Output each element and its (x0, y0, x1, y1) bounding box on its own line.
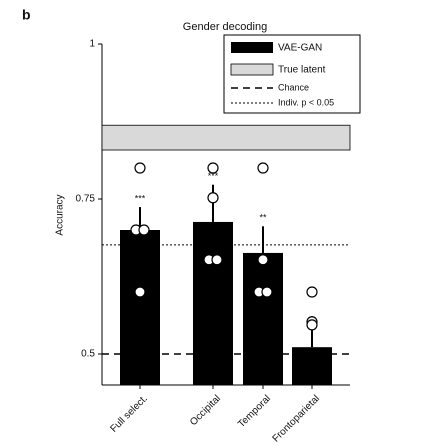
subject-point (306, 286, 318, 298)
x-tick-label: Frontoparietal (271, 393, 322, 444)
y-tick-label: 0.75 (76, 194, 96, 205)
legend-label: VAE-GAN (278, 43, 322, 54)
subject-point (257, 162, 269, 174)
x-tick-label: Full select. (108, 393, 150, 435)
bar (193, 221, 233, 385)
subject-point (257, 254, 269, 266)
significance: ** (259, 213, 267, 223)
y-tick-label: 1 (89, 39, 95, 50)
subject-point (134, 162, 146, 174)
legend-swatch (230, 63, 274, 76)
true-latent-band (101, 124, 351, 151)
significance: *** (208, 171, 219, 181)
y-axis-label: Accuracy (55, 194, 66, 235)
subject-point (261, 286, 273, 298)
subject-point (138, 224, 150, 236)
legend-label: Chance (278, 82, 309, 92)
legend-label: Indiv. p < 0.05 (278, 97, 334, 107)
subject-point (306, 319, 318, 331)
legend-label: True latent (278, 65, 326, 76)
bar (243, 252, 283, 385)
x-tick-label: Temporal (236, 393, 273, 430)
subject-point (207, 192, 219, 204)
subject-point (211, 254, 223, 266)
chart-title: Gender decoding (183, 21, 267, 33)
y-tick-label: 0.5 (81, 349, 95, 360)
bar (120, 230, 160, 385)
subject-point (207, 162, 219, 174)
significance: *** (135, 193, 146, 203)
subject-point (134, 286, 146, 298)
legend-swatch (231, 42, 273, 53)
panel-label: b (22, 7, 31, 23)
bar (292, 347, 332, 385)
x-tick-label: Occipital (188, 393, 223, 428)
